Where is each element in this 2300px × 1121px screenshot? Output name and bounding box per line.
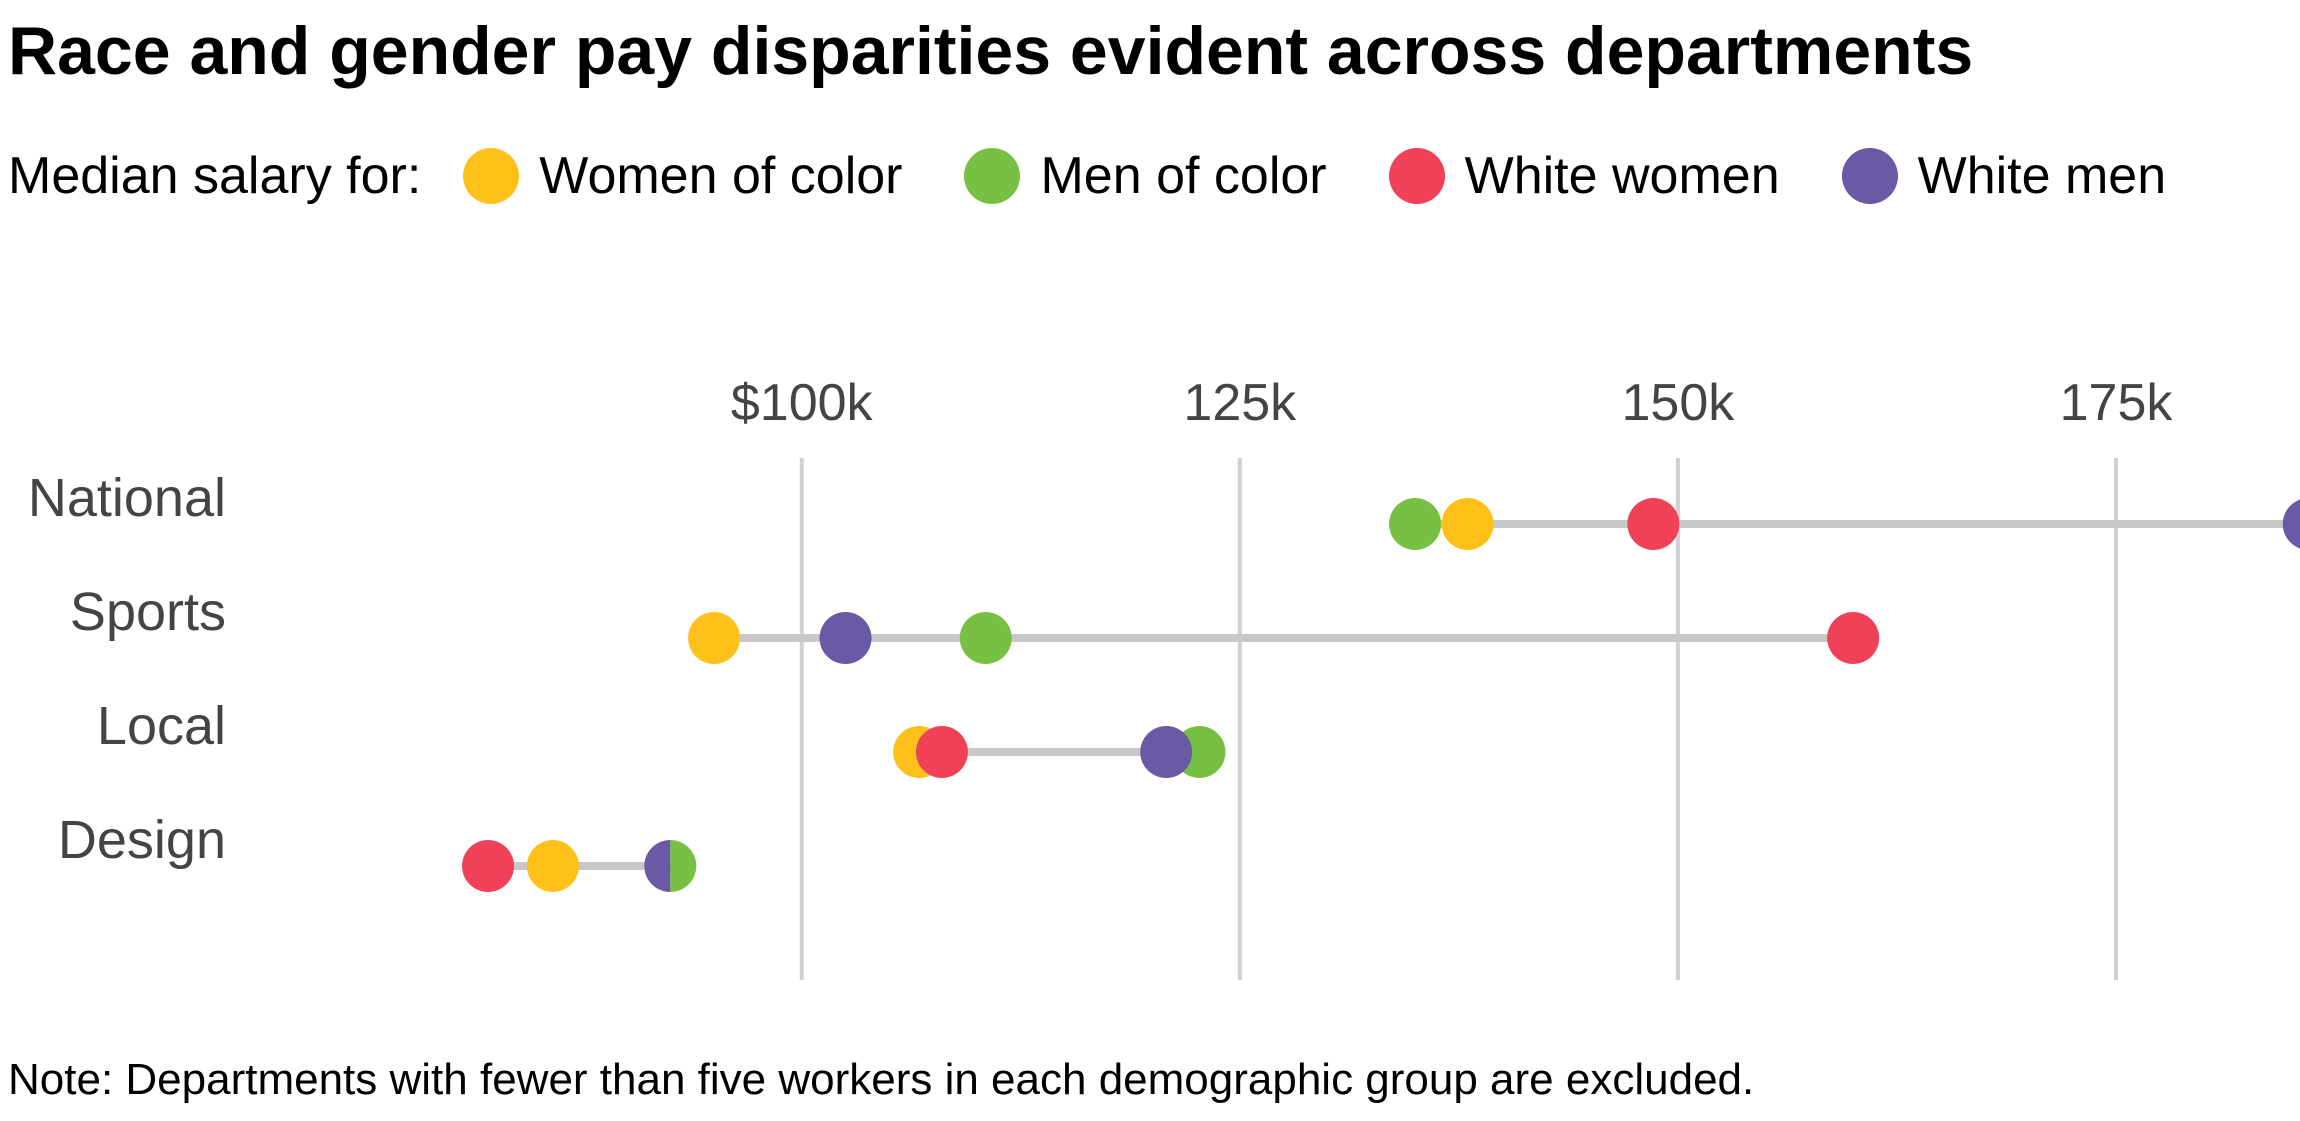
legend-entry-women-of-color: Women of color [463, 146, 902, 206]
legend-label-women-of-color: Women of color [539, 147, 903, 205]
legend: Median salary for: Women of color Men of… [8, 138, 2166, 214]
x-tick-label-100000: $100k [731, 374, 874, 432]
dot-sports-men-of-color [959, 612, 1012, 664]
dot-national-women-of-color [1441, 498, 1494, 550]
dot-plot-chart: $100k 125k 150k 175k National Sports Local Desi… [28, 374, 2300, 980]
legend-label-men-of-color: Men of color [1040, 147, 1327, 205]
legend-swatch-men-of-color [964, 148, 1021, 204]
dot-sports-white-women [1827, 612, 1880, 664]
legend-swatch-white-women [1388, 148, 1445, 204]
dot-national-white-women [1627, 498, 1680, 550]
x-tick-label-175000: 175k [2060, 374, 2174, 432]
legend-entry-white-men: White men [1841, 146, 2167, 206]
legend-swatch-white-men [1841, 148, 1898, 204]
legend-prefix: Median salary for: [8, 147, 422, 205]
chart-title: Race and gender pay disparities evident … [8, 13, 1974, 89]
dot-design-white-women [462, 840, 515, 892]
legend-entry-white-women: White women [1388, 146, 1780, 206]
legend-label-white-men: White men [1917, 147, 2167, 205]
dot-design-white-men [644, 840, 671, 892]
dot-national-men-of-color [1389, 498, 1442, 550]
legend-swatch-women-of-color [463, 148, 520, 204]
x-tick-label-150000: 150k [1622, 374, 1736, 432]
legend-label-white-women: White women [1464, 147, 1780, 205]
x-tick-label-125000: 125k [1183, 374, 1297, 432]
dot-design-men-of-color [670, 840, 697, 892]
chart-note: Note: Departments with fewer than five w… [8, 1055, 1755, 1104]
dot-design-women-of-color [526, 840, 579, 892]
category-label-local: Local [97, 696, 226, 756]
dot-local-white-men [1140, 726, 1193, 778]
dot-sports-women-of-color [688, 612, 741, 664]
dot-national-white-men [2282, 499, 2300, 549]
category-label-sports: Sports [70, 582, 226, 642]
dot-sports-white-men [819, 612, 872, 664]
category-label-design: Design [58, 810, 226, 870]
dot-local-white-women [915, 726, 968, 778]
category-label-national: National [28, 468, 226, 528]
legend-entry-men-of-color: Men of color [964, 146, 1327, 206]
